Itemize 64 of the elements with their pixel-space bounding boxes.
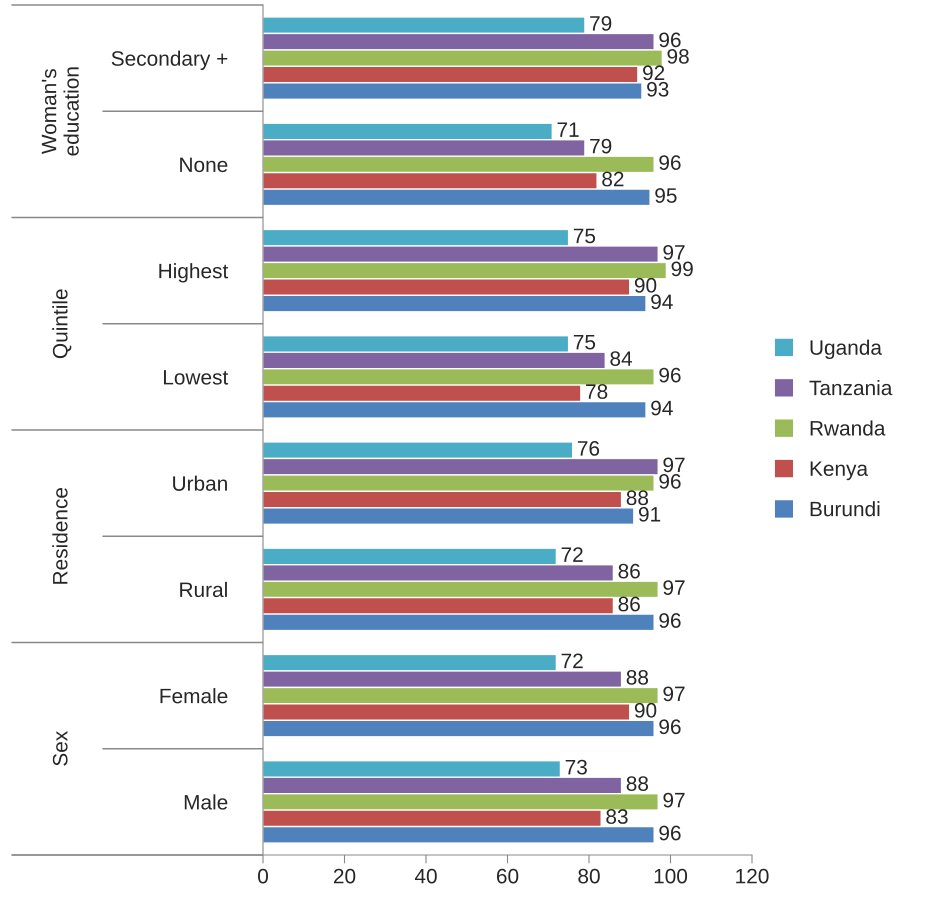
data-label: 72 bbox=[562, 654, 583, 668]
data-label: 96 bbox=[659, 613, 681, 628]
data-label: 75 bbox=[574, 228, 596, 244]
text: Residence bbox=[52, 488, 68, 584]
y-tick-label: Urban bbox=[173, 476, 227, 491]
data-label: 79 bbox=[590, 16, 612, 31]
data-label: 91 bbox=[638, 506, 660, 522]
data-label: 99 bbox=[672, 261, 693, 276]
data-label: 97 bbox=[663, 686, 685, 702]
data-label: 71 bbox=[558, 122, 579, 137]
data-label: 83 bbox=[606, 809, 628, 824]
legend-label: Tanzania bbox=[809, 380, 892, 396]
data-label: 97 bbox=[663, 244, 685, 260]
data-label: 96 bbox=[659, 368, 681, 382]
data-label: 97 bbox=[663, 457, 685, 472]
y-tick-label: Highest bbox=[159, 263, 228, 282]
y-tick-label: Rural bbox=[180, 582, 227, 598]
data-label: 94 bbox=[651, 294, 673, 310]
data-label: 94 bbox=[651, 400, 673, 416]
text: Quintile bbox=[52, 289, 72, 358]
y-tick-label: Lowest bbox=[164, 370, 228, 385]
data-label: 95 bbox=[655, 188, 677, 203]
y-tick-label: Secondary + bbox=[112, 50, 228, 70]
data-label: 88 bbox=[626, 490, 648, 506]
data-label: 88 bbox=[626, 776, 648, 791]
y-tick-label: None bbox=[180, 158, 228, 172]
data-label: 73 bbox=[566, 760, 587, 775]
data-label: 96 bbox=[659, 32, 681, 48]
data-label: 88 bbox=[626, 670, 648, 685]
data-label: 93 bbox=[647, 82, 668, 97]
data-label: 82 bbox=[602, 172, 624, 186]
data-label: 96 bbox=[659, 155, 681, 170]
legend-label: Kenya bbox=[810, 461, 868, 480]
x-tick-label: 120 bbox=[736, 868, 769, 884]
x-tick-label: 60 bbox=[496, 868, 518, 884]
data-label: 90 bbox=[634, 278, 656, 293]
data-label: 97 bbox=[663, 792, 685, 808]
y-tick-label: Male bbox=[184, 794, 228, 810]
x-tick-label: 40 bbox=[414, 868, 437, 884]
data-label: 96 bbox=[659, 719, 681, 734]
data-label: 76 bbox=[578, 441, 600, 456]
data-label: 86 bbox=[618, 596, 640, 612]
x-tick-label: 20 bbox=[334, 868, 356, 884]
data-label: 92 bbox=[643, 65, 664, 80]
data-label: 75 bbox=[574, 334, 596, 350]
data-label: 97 bbox=[663, 580, 685, 595]
legend-label: Burundi bbox=[810, 501, 880, 516]
data-label: 79 bbox=[590, 138, 612, 154]
y-tick-label: Female bbox=[160, 688, 228, 704]
data-label: 84 bbox=[610, 351, 632, 366]
x-tick-label: 80 bbox=[578, 868, 600, 884]
data-label: 72 bbox=[562, 547, 583, 562]
data-label: 90 bbox=[634, 702, 656, 718]
text: Woman's education bbox=[42, 67, 79, 156]
x-tick-label: 0 bbox=[258, 868, 268, 884]
legend-label: Rwanda bbox=[810, 420, 886, 436]
data-label: 96 bbox=[659, 826, 681, 840]
data-label: 86 bbox=[618, 564, 640, 578]
text: Sex bbox=[52, 731, 68, 766]
data-label: 98 bbox=[667, 48, 689, 64]
data-label: 78 bbox=[586, 384, 608, 399]
x-tick-label: 100 bbox=[654, 868, 688, 884]
data-label: 96 bbox=[659, 474, 681, 489]
legend-label: Uganda bbox=[810, 340, 882, 360]
